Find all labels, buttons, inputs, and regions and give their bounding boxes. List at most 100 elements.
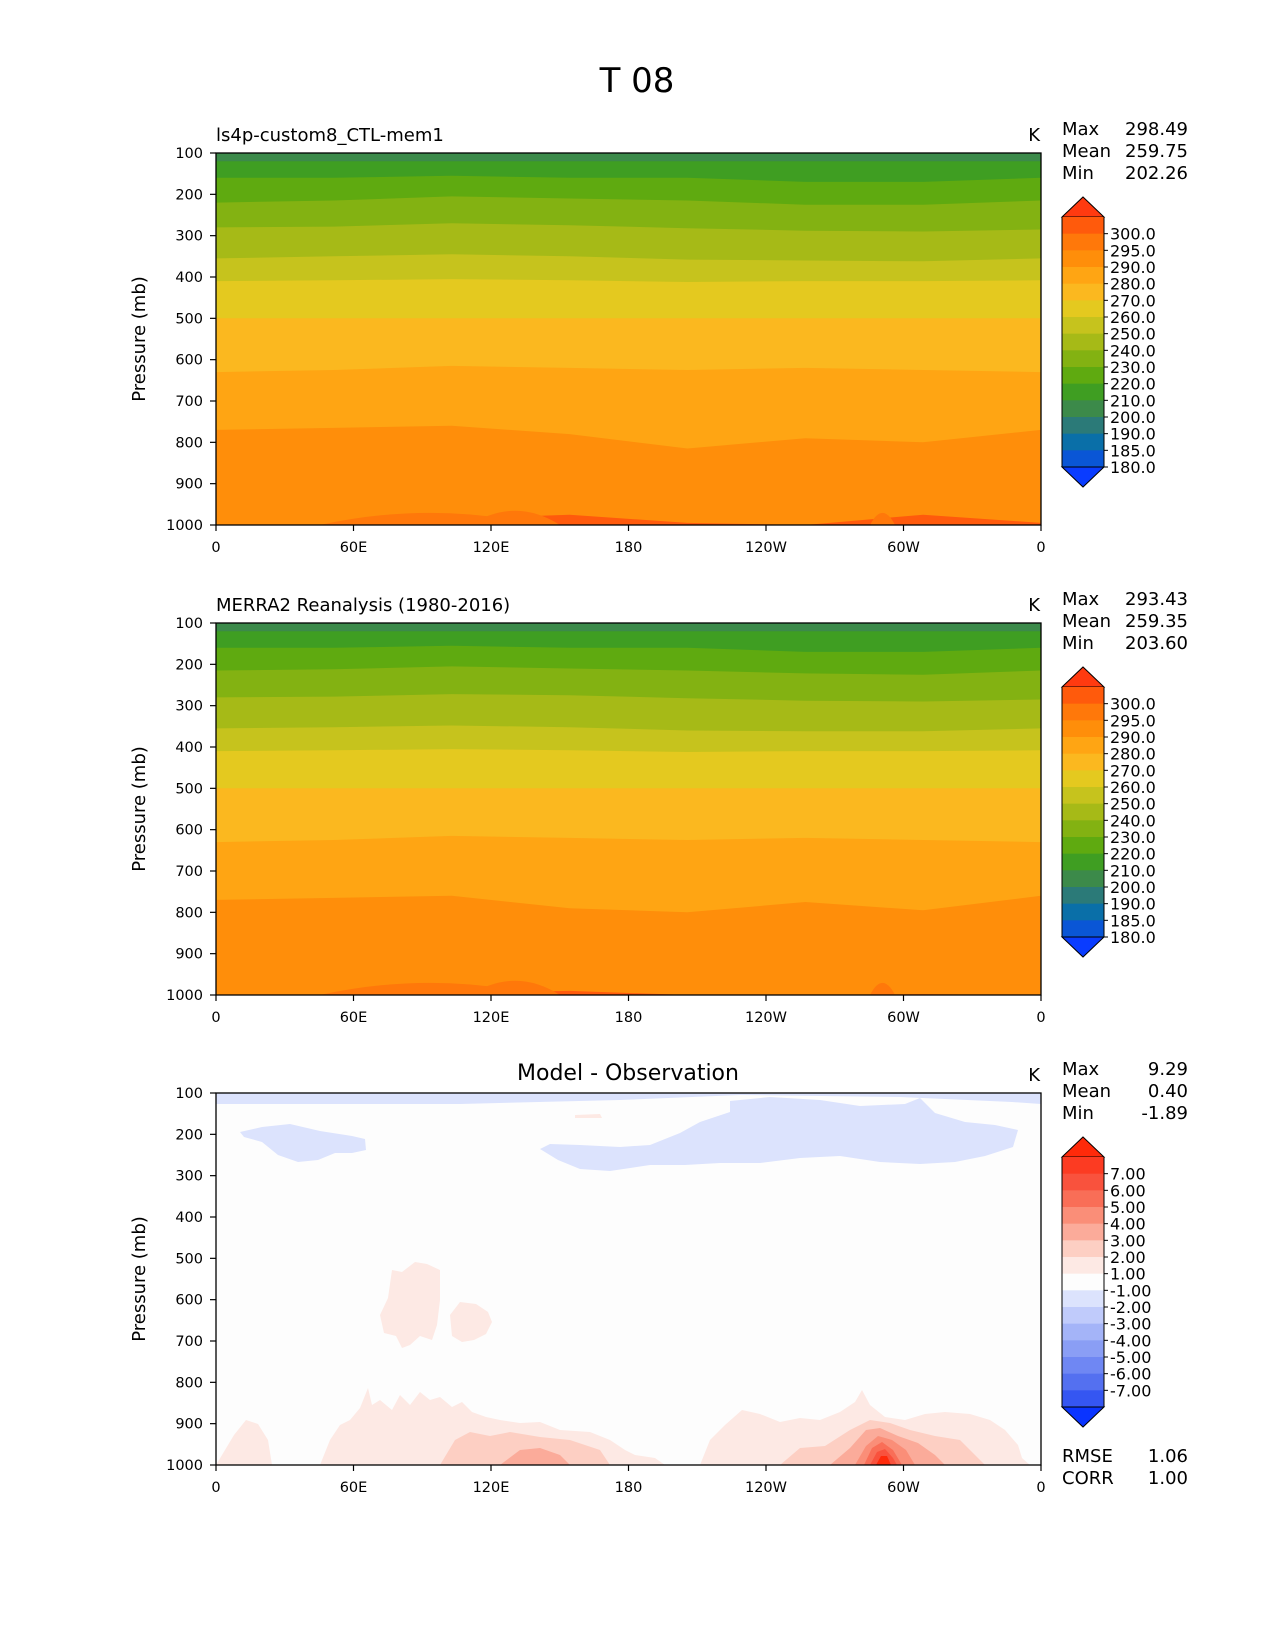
colorbar-label: -4.00 <box>1110 1331 1151 1350</box>
colorbar-label: 290.0 <box>1110 258 1156 277</box>
colorbar-label: 190.0 <box>1110 895 1156 914</box>
y-tick-label: 500 <box>175 781 203 797</box>
colorbar-label: -3.00 <box>1110 1315 1151 1334</box>
corr-label: CORR <box>1062 1468 1114 1489</box>
colorbar-label: -6.00 <box>1110 1365 1151 1384</box>
colorbar-segment <box>1062 1273 1104 1291</box>
colorbar-segment <box>1062 1390 1104 1408</box>
colorbar-segment <box>1062 837 1104 855</box>
y-tick-label: 600 <box>175 1293 203 1309</box>
colorbar-segment <box>1062 400 1104 418</box>
y-tick-label: 1000 <box>166 1458 203 1474</box>
y-axis-label: Pressure (mb) <box>129 746 150 872</box>
positive-region-mid-2 <box>450 1302 492 1342</box>
colorbar-segment <box>1062 1240 1104 1258</box>
x-tick-label: 120E <box>473 540 510 556</box>
x-tick-label: 0 <box>211 1480 220 1496</box>
mean-label: Mean <box>1062 141 1111 162</box>
colorbar-label: 240.0 <box>1110 341 1156 360</box>
y-tick-label: 900 <box>175 477 203 493</box>
colorbar-extend-min <box>1060 1406 1106 1428</box>
x-tick-label: 60W <box>887 540 920 556</box>
colorbar-label: -5.00 <box>1110 1348 1151 1367</box>
x-tick-label: 180 <box>615 540 643 556</box>
x-tick-label: 60W <box>887 1480 920 1496</box>
x-tick-label: 0 <box>211 1010 220 1026</box>
colorbar-segment <box>1062 870 1104 888</box>
max-label: Max <box>1062 119 1100 140</box>
colorbar-label: 4.00 <box>1110 1215 1146 1234</box>
colorbar-label: 185.0 <box>1110 911 1156 930</box>
x-ticks: 0 60E 120E 180 120W 60W 0 <box>211 525 1046 556</box>
colorbar-segment <box>1062 267 1104 285</box>
colorbar-segment <box>1062 920 1104 938</box>
y-tick-label: 800 <box>175 435 203 451</box>
colorbar-segment <box>1062 1173 1104 1191</box>
colorbar-label: 230.0 <box>1110 358 1156 377</box>
colorbar-segment <box>1062 737 1104 755</box>
colorbar-label: 280.0 <box>1110 275 1156 294</box>
panel-title: ls4p-custom8_CTL-mem1 <box>216 125 444 146</box>
colorbar-label: 210.0 <box>1110 391 1156 410</box>
y-tick-label: 500 <box>175 311 203 327</box>
colorbar-extend-max <box>1060 666 1106 688</box>
y-tick-label: 300 <box>175 229 203 245</box>
x-tick-label: 120E <box>473 1010 510 1026</box>
y-tick-label: 200 <box>175 657 203 673</box>
colorbar-segment <box>1062 350 1104 368</box>
colorbar-segment <box>1062 333 1104 351</box>
band-200.0-210.0 <box>216 623 1041 632</box>
colorbar-label: 1.00 <box>1110 1265 1146 1284</box>
y-tick-label: 300 <box>175 699 203 715</box>
y-tick-label: 700 <box>175 394 203 410</box>
y-ticks: 100 200 300 400 500 600 700 800 900 1000 <box>166 616 216 1004</box>
colorbar-segment <box>1062 300 1104 318</box>
y-tick-label: 900 <box>175 1417 203 1433</box>
mean-label: Mean <box>1062 1081 1111 1102</box>
colorbar-segment <box>1062 787 1104 805</box>
skill-scores: RMSE 1.06 CORR 1.00 <box>1062 1446 1188 1489</box>
y-tick-label: 800 <box>175 905 203 921</box>
y-tick-label: 500 <box>175 1251 203 1267</box>
x-tick-label: 120W <box>745 540 787 556</box>
y-tick-label: 400 <box>175 1210 203 1226</box>
colorbar-label: 180.0 <box>1110 458 1156 477</box>
colorbar-segment <box>1062 720 1104 738</box>
positive-region-mid-1 <box>380 1262 440 1348</box>
min-value: 203.60 <box>1125 633 1188 654</box>
min-value: -1.89 <box>1141 1103 1188 1124</box>
colorbar-segment <box>1062 233 1104 251</box>
contour-fill <box>216 1093 1041 1465</box>
rmse-value: 1.06 <box>1148 1446 1188 1467</box>
colorbar: 7.006.005.004.003.002.001.00-1.00-2.00-3… <box>1060 1136 1151 1428</box>
colorbar-label: 250.0 <box>1110 325 1156 344</box>
panel-title: Model - Observation <box>517 1061 739 1086</box>
colorbar-label: 300.0 <box>1110 695 1156 714</box>
panel-model: ls4p-custom8_CTL-mem1 K Pressure (mb) 10… <box>129 119 1188 556</box>
figure-title: T 08 <box>599 61 675 101</box>
colorbar-segment <box>1062 853 1104 871</box>
mean-value: 0.40 <box>1148 1081 1188 1102</box>
y-tick-label: 200 <box>175 187 203 203</box>
positive-region-surface-west <box>216 1420 272 1465</box>
colorbar-label: 210.0 <box>1110 861 1156 880</box>
colorbar-label: 220.0 <box>1110 845 1156 864</box>
panel-title: MERRA2 Reanalysis (1980-2016) <box>216 595 510 616</box>
colorbar-label: 230.0 <box>1110 828 1156 847</box>
colorbar-segment <box>1062 383 1104 401</box>
colorbar-label: 240.0 <box>1110 811 1156 830</box>
x-tick-label: 180 <box>615 1010 643 1026</box>
positive-region-2-3-asia <box>440 1432 610 1465</box>
colorbar-segment <box>1062 1257 1104 1275</box>
colorbar-extend-min <box>1060 936 1106 958</box>
y-tick-label: 300 <box>175 1169 203 1185</box>
y-tick-label: 100 <box>175 1086 203 1102</box>
x-tick-label: 60W <box>887 1010 920 1026</box>
colorbar-extend-max <box>1060 196 1106 218</box>
min-value: 202.26 <box>1125 163 1188 184</box>
band-200.0-210.0 <box>216 153 1041 162</box>
max-value: 298.49 <box>1125 119 1188 140</box>
band-295.0-300.0 <box>870 982 895 995</box>
x-tick-label: 0 <box>211 540 220 556</box>
